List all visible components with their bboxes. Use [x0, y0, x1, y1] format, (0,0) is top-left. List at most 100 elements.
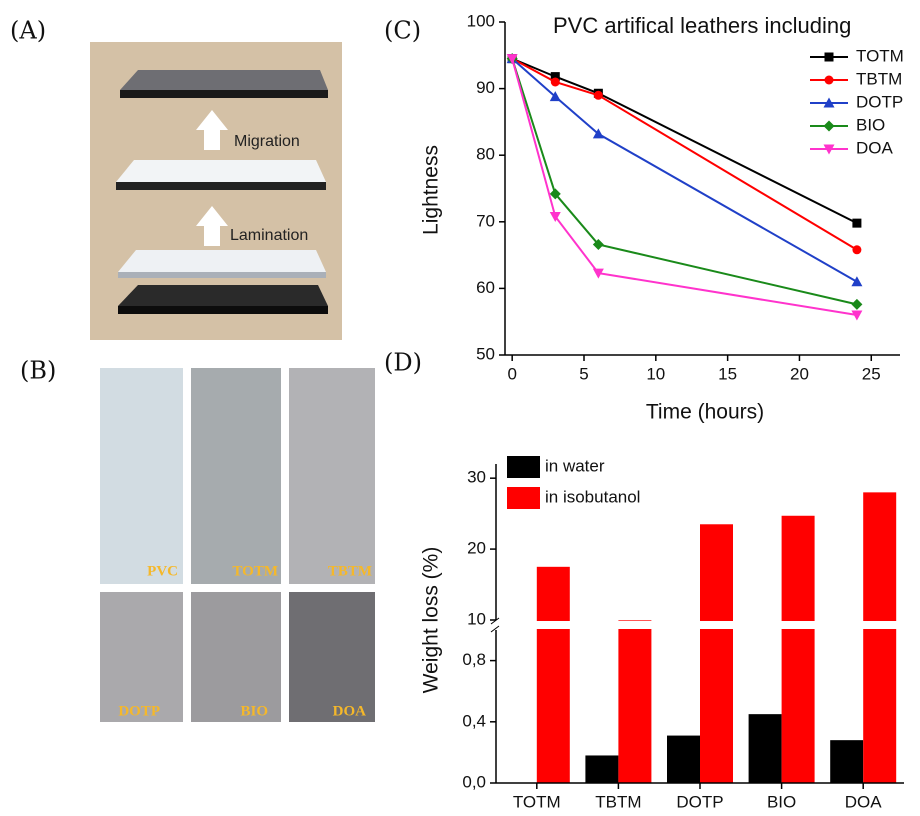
- x-tick-label: 25: [862, 364, 881, 383]
- legend-label: DOA: [856, 138, 894, 157]
- bar: [781, 515, 815, 783]
- legend-swatch: [507, 456, 540, 478]
- panel-label: (B): [20, 357, 56, 385]
- marker: [549, 188, 561, 200]
- bar: [618, 620, 652, 783]
- slab: [118, 250, 326, 272]
- y-tick-label: 0,8: [462, 650, 486, 669]
- marker: [851, 310, 863, 321]
- marker: [592, 238, 604, 250]
- slab: [118, 306, 328, 314]
- legend-label: DOTP: [856, 92, 903, 111]
- marker: [851, 298, 863, 310]
- marker: [549, 211, 561, 222]
- series-line: [511, 58, 858, 317]
- x-tick-label: 15: [718, 364, 737, 383]
- series-line: [511, 57, 858, 283]
- marker: [593, 90, 603, 100]
- photo: [100, 368, 183, 584]
- legend-label: in water: [545, 456, 605, 475]
- x-tick-label: 20: [790, 364, 809, 383]
- x-tick-label: TBTM: [595, 792, 641, 811]
- panel-label: (D): [384, 349, 422, 377]
- photo: [191, 368, 281, 584]
- y-tick-label: 50: [476, 344, 495, 363]
- legend-label: BIO: [856, 115, 885, 134]
- slab: [118, 285, 328, 306]
- chart-title: PVC artifical leathers including: [553, 13, 851, 38]
- bar: [830, 740, 864, 783]
- x-axis-label: Time (hours): [646, 401, 764, 424]
- photo: [289, 368, 375, 584]
- y-tick-label: 100: [467, 11, 495, 30]
- bar: [863, 492, 897, 783]
- y-tick-label: 80: [476, 145, 495, 164]
- legend-marker: [824, 52, 834, 62]
- legend-marker: [823, 97, 835, 108]
- legend-marker: [823, 144, 835, 155]
- photo-label: TBTM: [328, 563, 372, 579]
- arrow: [196, 206, 228, 246]
- slab: [116, 160, 326, 182]
- photo-label: DOA: [333, 703, 367, 719]
- arrow: [196, 110, 228, 150]
- marker: [549, 91, 561, 102]
- legend-label: TBTM: [856, 69, 902, 88]
- legend-swatch: [507, 487, 540, 509]
- y-tick-label: 30: [467, 468, 486, 487]
- marker: [506, 54, 518, 65]
- marker: [851, 276, 863, 287]
- photo-grid: PVC TOTM TBTM DOTP BIO DOA: [100, 368, 375, 722]
- series-line: [511, 57, 858, 225]
- x-tick-label: TOTM: [513, 792, 561, 811]
- y-tick-label: 10: [467, 609, 486, 628]
- legend-marker: [823, 120, 835, 132]
- y-tick-label: 0,0: [462, 772, 486, 791]
- x-tick-label: BIO: [767, 792, 796, 811]
- bar: [667, 735, 700, 783]
- y-axis-label: Weight loss (%): [420, 547, 443, 694]
- y-axis-label: Lightness: [420, 145, 443, 235]
- x-tick-label: 5: [579, 364, 588, 383]
- axis-break-mark: [490, 625, 500, 633]
- slab: [120, 90, 328, 98]
- bar: [536, 566, 570, 783]
- photo: [289, 592, 375, 722]
- step-label: Migration: [234, 133, 300, 150]
- marker: [550, 72, 560, 82]
- photo-label: PVC: [147, 563, 178, 579]
- marker: [550, 77, 560, 87]
- legend-label: TOTM: [856, 46, 904, 65]
- x-tick-label: DOTP: [676, 792, 723, 811]
- legend-marker: [824, 75, 834, 85]
- photo-label: TOTM: [232, 563, 278, 579]
- photo-label: DOTP: [118, 703, 160, 719]
- illustration: Migration Lamination: [90, 42, 342, 340]
- panel-label: (A): [10, 17, 46, 45]
- y-tick-label: 70: [476, 211, 495, 230]
- marker: [592, 128, 604, 139]
- slab: [120, 70, 328, 90]
- axis-break-mark: [490, 617, 500, 625]
- y-tick-label: 20: [467, 539, 486, 558]
- photo-label: BIO: [240, 703, 268, 719]
- y-tick-label: 0,4: [462, 711, 486, 730]
- series-line: [511, 57, 858, 251]
- x-tick-label: 10: [646, 364, 665, 383]
- marker: [852, 245, 862, 255]
- y-tick-label: 60: [476, 278, 495, 297]
- photo: [191, 592, 281, 722]
- bar: [700, 524, 733, 783]
- marker: [852, 218, 862, 228]
- photo: [100, 592, 183, 722]
- x-tick-label: DOA: [845, 792, 883, 811]
- panel-label: (C): [384, 17, 421, 45]
- slab: [118, 272, 326, 278]
- bar: [585, 755, 619, 783]
- step-label: Lamination: [230, 227, 308, 244]
- marker: [592, 268, 604, 279]
- legend-label: in isobutanol: [545, 487, 640, 506]
- x-tick-label: 0: [507, 364, 516, 383]
- series-line: [511, 58, 858, 306]
